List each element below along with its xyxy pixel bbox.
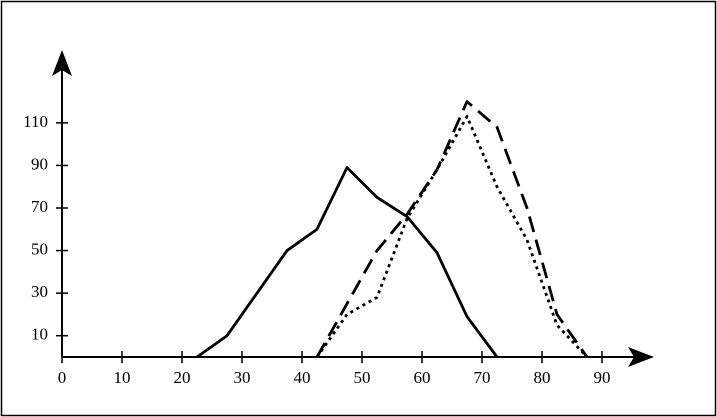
line-series bbox=[196, 166, 499, 359]
y-tick-label: 70 bbox=[31, 197, 48, 216]
x-tick-label: 70 bbox=[474, 368, 491, 387]
x-tick-label: 10 bbox=[114, 368, 131, 387]
y-tick-label: 50 bbox=[31, 239, 48, 258]
x-tick-label: 60 bbox=[414, 368, 431, 387]
y-axis-arrow bbox=[52, 50, 72, 76]
x-tick-label: 80 bbox=[534, 368, 551, 387]
y-tick-label: 10 bbox=[31, 325, 48, 344]
line-series bbox=[315, 115, 589, 358]
x-axis-arrow bbox=[628, 347, 654, 367]
x-tick-label: 40 bbox=[294, 368, 311, 387]
x-tick-label: 50 bbox=[354, 368, 371, 387]
y-tick-label: 90 bbox=[31, 154, 48, 173]
x-tick-label: 30 bbox=[234, 368, 251, 387]
y-tick-label: 110 bbox=[23, 112, 48, 131]
x-tick-label: 20 bbox=[174, 368, 191, 387]
y-tick-label: 30 bbox=[31, 282, 48, 301]
x-tick-label: 90 bbox=[594, 368, 611, 387]
x-tick-label: 0 bbox=[58, 368, 67, 387]
